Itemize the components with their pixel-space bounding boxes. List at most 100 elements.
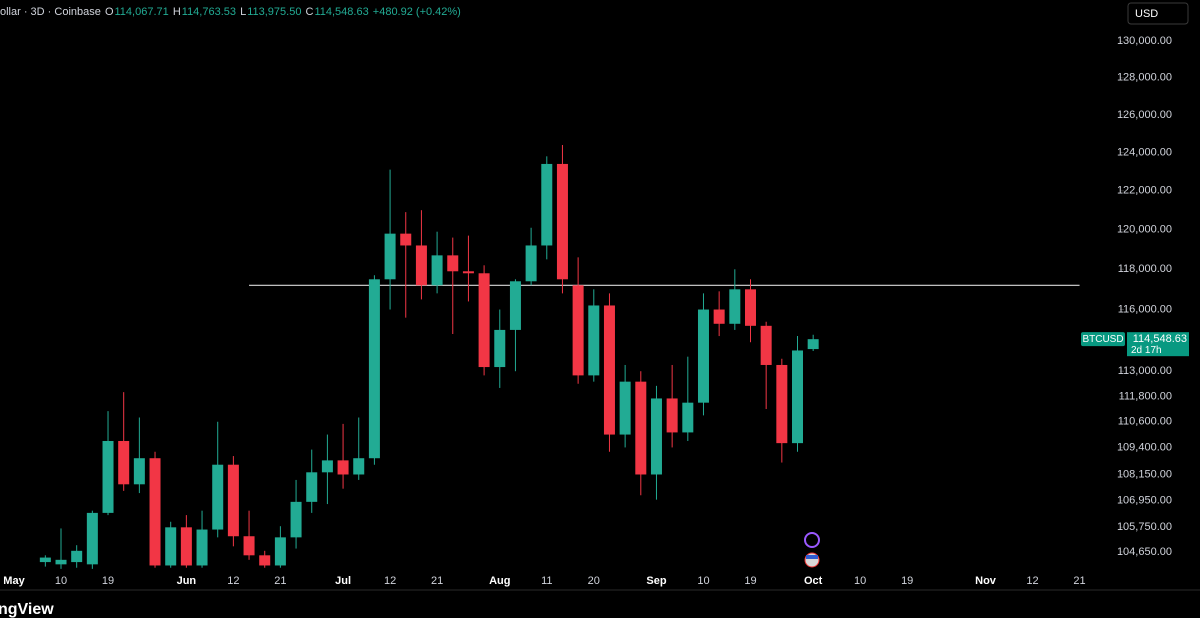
price-tag-countdown: 2d 17h	[1131, 345, 1162, 356]
x-tick-label: 19	[102, 575, 114, 587]
candle-body	[180, 527, 192, 566]
candle-body	[650, 398, 662, 475]
candle-body	[666, 398, 678, 433]
candle-body	[337, 460, 349, 475]
x-tick-label: Nov	[975, 575, 997, 587]
candle-body	[541, 163, 553, 246]
x-tick-label: 20	[588, 575, 600, 587]
y-tick-label: 122,000.00	[1117, 185, 1172, 197]
candle-body	[729, 289, 741, 324]
candle-body	[55, 559, 67, 565]
x-tick-label: 10	[55, 575, 67, 587]
currency[interactable]: USD	[1135, 8, 1158, 20]
y-tick-label: 104,650.00	[1117, 546, 1172, 558]
x-tick-label: 21	[431, 575, 443, 587]
y-tick-label: 111,800.00	[1119, 390, 1172, 402]
watermark: ngView	[0, 601, 54, 618]
candle-body	[71, 550, 83, 563]
currency-box[interactable]	[1127, 2, 1189, 25]
ohlc-value: 113,975.50	[247, 6, 302, 18]
x-tick-label: Oct	[804, 575, 823, 587]
candle-body	[682, 402, 694, 433]
candle-body	[165, 527, 177, 566]
candle-body	[635, 381, 647, 475]
x-tick-label: 12	[384, 575, 396, 587]
candle-body	[196, 529, 208, 566]
ohlc-key: C	[305, 6, 314, 18]
price-tag-name-box	[1081, 332, 1125, 347]
x-tick-label: 21	[274, 575, 286, 587]
x-tick-label: 10	[697, 575, 709, 587]
candle-body	[447, 255, 459, 272]
y-tick-label: 116,000.00	[1118, 303, 1172, 315]
candle-body	[353, 458, 365, 475]
ohlc-value: 114,763.53	[181, 6, 237, 18]
x-tick-label: 19	[744, 575, 756, 587]
y-tick-label: 128,000.00	[1117, 72, 1172, 84]
candle-body	[39, 557, 51, 563]
x-tick-label: 21	[1073, 575, 1085, 587]
event-icon-flag	[806, 555, 818, 559]
y-tick-label: 109,400.00	[1117, 441, 1172, 453]
candle-body	[400, 233, 412, 246]
candle-body	[697, 309, 709, 403]
candle-body	[118, 440, 130, 485]
y-tick-label: 110,600.00	[1118, 416, 1172, 428]
y-tick-label: 106,950.00	[1117, 495, 1172, 507]
candle-body	[259, 555, 271, 566]
candle-body	[243, 536, 255, 556]
y-tick-label: 120,000.00	[1117, 224, 1172, 236]
candle-body	[290, 501, 302, 538]
x-tick-label: May	[3, 575, 25, 587]
candle-body	[776, 364, 788, 444]
x-tick-label: 12	[1026, 575, 1038, 587]
ohlc-key: L	[240, 6, 247, 18]
candle-body	[462, 271, 474, 274]
candle-body	[102, 440, 114, 513]
candle-body	[86, 512, 98, 565]
y-tick-label: 130,000.00	[1117, 35, 1172, 47]
candle-body	[509, 281, 521, 330]
price-tag-box	[1127, 332, 1189, 357]
candle-body	[368, 279, 380, 459]
candle-body	[478, 273, 490, 368]
y-tick-label: 118,000.00	[1118, 263, 1172, 275]
candle-body	[807, 339, 819, 350]
candle-body	[321, 460, 333, 473]
ohlc-key: H	[172, 6, 181, 18]
x-tick-label: Sep	[646, 575, 666, 587]
ohlc-value: 114,067.71	[114, 6, 169, 18]
legend-header: ollar · 3D · Coinbase O114,067.71 H114,7…	[0, 6, 462, 18]
candle-body	[588, 305, 600, 376]
y-tick-label: 108,150.00	[1117, 468, 1172, 480]
candle-body	[619, 381, 631, 435]
candle-body	[525, 245, 537, 282]
candle-body	[744, 289, 756, 326]
ohlc-value: 114,548.63	[314, 6, 369, 18]
candle-body	[384, 233, 396, 280]
x-tick-label: Jun	[177, 575, 197, 587]
candle-body	[792, 350, 803, 444]
candle-body	[133, 458, 145, 485]
y-tick-label: 105,750.00	[1117, 521, 1172, 533]
candle-body	[227, 464, 239, 537]
symbol: ollar · 3D · Coinbase	[0, 6, 101, 18]
candle-body	[572, 285, 584, 376]
x-tick-label: 19	[901, 575, 913, 587]
candle-body	[306, 472, 318, 502]
candle-body	[149, 458, 161, 566]
candle-body	[274, 537, 286, 566]
candle-body	[603, 305, 615, 435]
candle-body	[415, 245, 427, 286]
candle-body	[713, 309, 725, 324]
x-tick-label: Aug	[489, 575, 510, 587]
price-tag-name: BTCUSD	[1082, 334, 1123, 345]
event-icon[interactable]	[804, 532, 820, 548]
ohlc-key: O	[104, 6, 114, 18]
y-tick-label: 124,000.00	[1117, 146, 1172, 158]
y-tick-label: 126,000.00	[1117, 109, 1172, 121]
change: +480.92 (+0.42%)	[372, 6, 461, 18]
y-tick-label: 113,000.00	[1118, 365, 1172, 377]
